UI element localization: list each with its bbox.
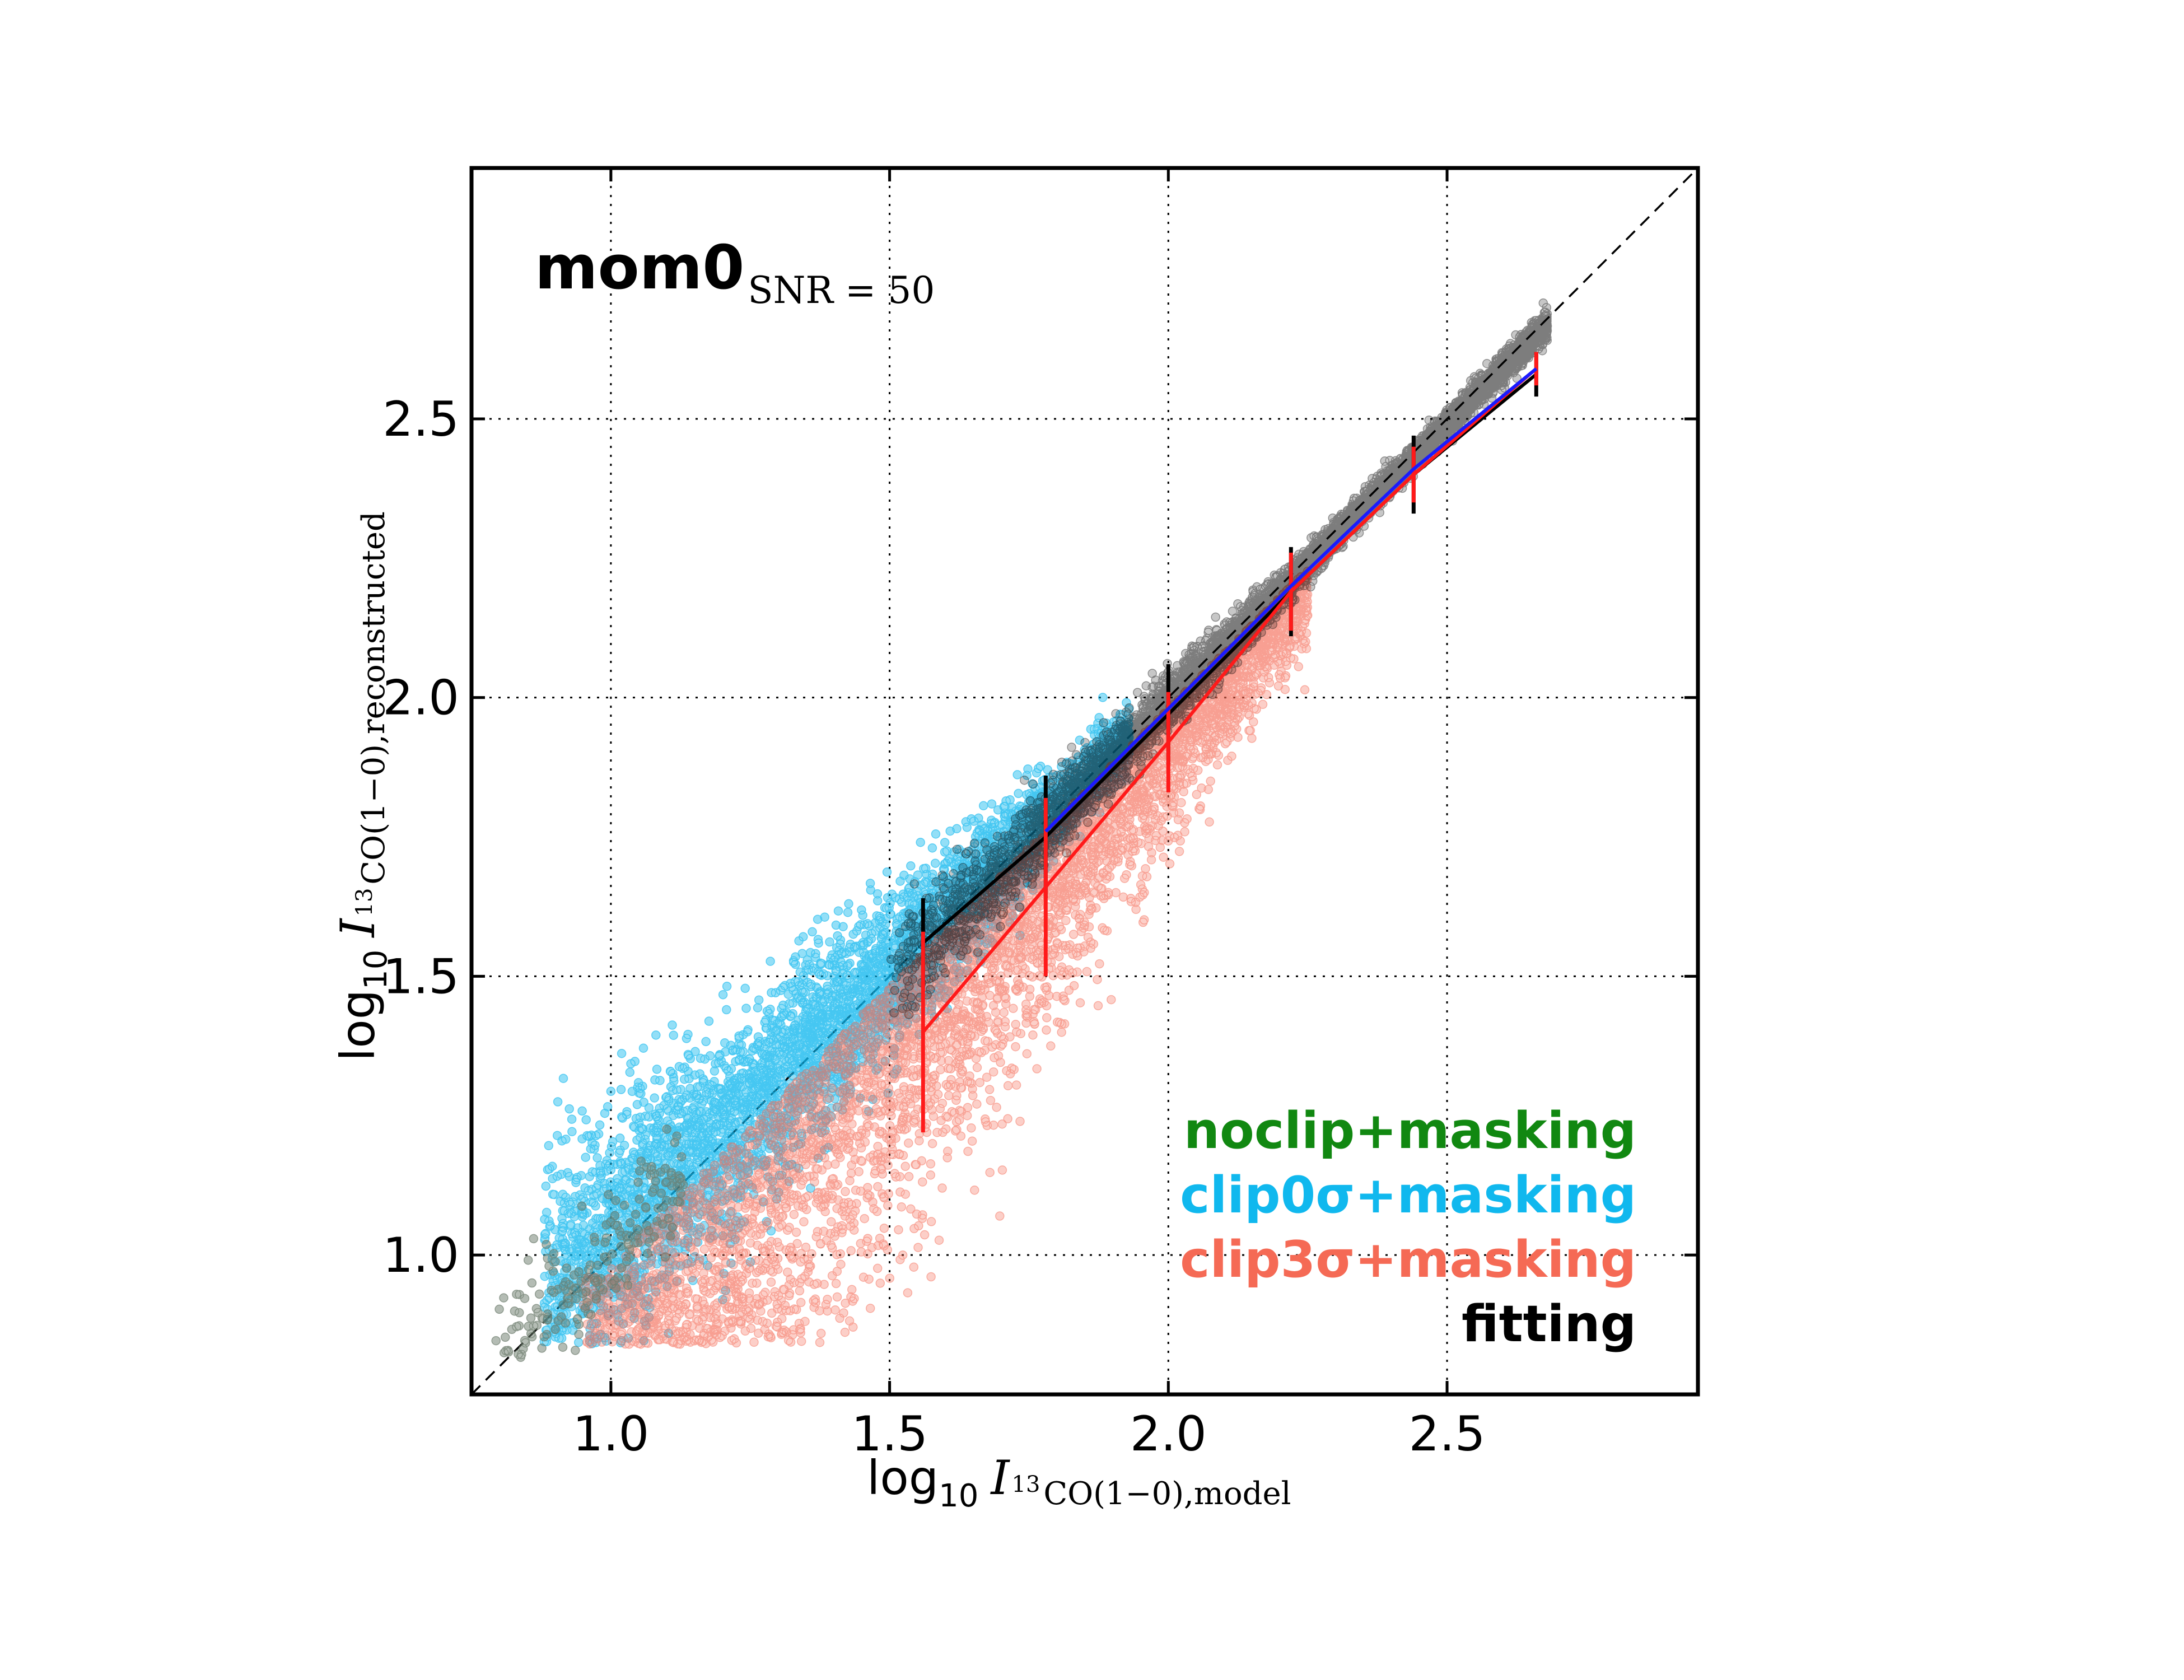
y-label-log: log bbox=[330, 990, 385, 1061]
x-label-sub: CO(1−0),model bbox=[1043, 1476, 1291, 1512]
y-label-var: I bbox=[330, 918, 385, 939]
y-label-sub: CO(1−0),reconstructed bbox=[356, 511, 392, 884]
annotation-subscript: SNR = 50 bbox=[748, 269, 935, 312]
x-label-log: log bbox=[867, 1450, 939, 1505]
x-tick-label: 2.5 bbox=[1409, 1406, 1486, 1462]
annotation: mom0SNR = 50 bbox=[535, 233, 935, 312]
legend-clip0: clip0σ+masking bbox=[1180, 1166, 1636, 1225]
y-axis-label: log10 I13 CO(1−0),reconstructed bbox=[330, 511, 394, 1061]
legend-fitting: fitting bbox=[1462, 1295, 1636, 1354]
legend-noclip: noclip+masking bbox=[1184, 1102, 1636, 1160]
y-label-log-sub: 10 bbox=[358, 950, 394, 990]
legend-clip3: clip3σ+masking bbox=[1180, 1230, 1636, 1289]
legend: noclip+masking clip0σ+masking clip3σ+mas… bbox=[1180, 1102, 1636, 1354]
x-label-iso: 13 bbox=[1012, 1472, 1040, 1497]
x-tick-label: 1.0 bbox=[572, 1406, 649, 1462]
x-label-log-sub: 10 bbox=[939, 1478, 978, 1514]
x-axis-label: log10 I 13 CO(1−0),model bbox=[867, 1450, 1291, 1514]
y-label-iso: 13 bbox=[352, 888, 377, 917]
y-tick-label: 1.0 bbox=[382, 1228, 459, 1284]
x-label-var: I bbox=[990, 1450, 1010, 1505]
annotation-main: mom0 bbox=[535, 233, 744, 303]
y-tick-label: 2.0 bbox=[382, 670, 459, 726]
y-tick-label: 2.5 bbox=[382, 391, 459, 447]
x-tick-label: 2.0 bbox=[1130, 1406, 1207, 1462]
